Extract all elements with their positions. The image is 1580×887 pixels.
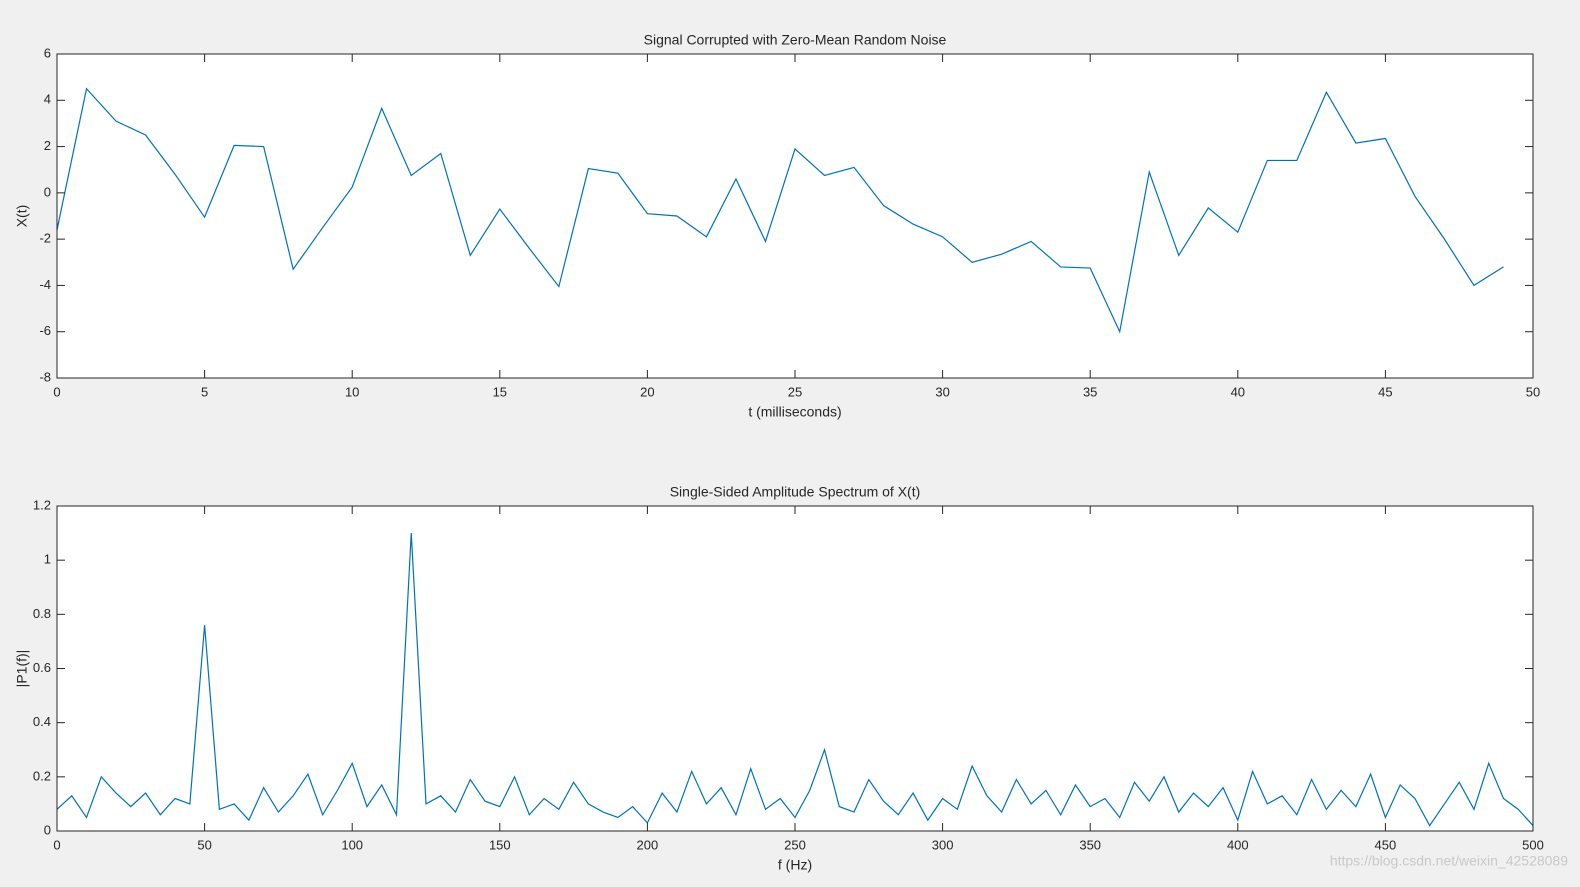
data-line bbox=[56, 87, 1504, 334]
plot-area bbox=[57, 506, 1533, 831]
y-tick-label: 0 bbox=[44, 184, 51, 199]
x-tick-label: 0 bbox=[53, 837, 60, 852]
x-tick-label: 500 bbox=[1522, 837, 1544, 852]
x-tick-label: 10 bbox=[345, 384, 359, 399]
x-tick-label: 400 bbox=[1227, 837, 1249, 852]
x-tick-label: 30 bbox=[935, 384, 949, 399]
y-tick-label: 2 bbox=[44, 138, 51, 153]
y-tick-label: 0.2 bbox=[33, 768, 51, 783]
y-tick-label: 0.8 bbox=[33, 606, 51, 621]
x-tick-label: 35 bbox=[1083, 384, 1097, 399]
x-tick-label: 25 bbox=[788, 384, 802, 399]
x-tick-label: 15 bbox=[493, 384, 507, 399]
y-tick-label: -4 bbox=[39, 277, 51, 292]
y-tick-label: 0 bbox=[44, 822, 51, 837]
chart-title: Signal Corrupted with Zero-Mean Random N… bbox=[644, 32, 947, 48]
x-axis-label: t (milliseconds) bbox=[748, 404, 841, 420]
y-tick-label: -6 bbox=[39, 323, 51, 338]
x-tick-label: 50 bbox=[197, 837, 211, 852]
x-tick-label: 350 bbox=[1079, 837, 1101, 852]
y-tick-label: 6 bbox=[44, 45, 51, 60]
x-tick-label: 200 bbox=[637, 837, 659, 852]
x-tick-label: 250 bbox=[784, 837, 806, 852]
y-tick-label: 1.2 bbox=[33, 497, 51, 512]
y-tick-label: -2 bbox=[39, 231, 51, 246]
y-axis-label: X(t) bbox=[14, 205, 30, 228]
plot-area bbox=[57, 54, 1533, 378]
x-tick-label: 20 bbox=[640, 384, 654, 399]
x-tick-label: 50 bbox=[1526, 384, 1540, 399]
x-tick-label: 5 bbox=[201, 384, 208, 399]
x-tick-label: 450 bbox=[1375, 837, 1397, 852]
y-tick-label: 1 bbox=[44, 552, 51, 567]
data-line bbox=[56, 533, 1534, 827]
y-tick-label: 4 bbox=[44, 92, 51, 107]
x-tick-label: 0 bbox=[53, 384, 60, 399]
x-axis-label: f (Hz) bbox=[778, 857, 812, 873]
x-tick-label: 100 bbox=[341, 837, 363, 852]
x-tick-label: 150 bbox=[489, 837, 511, 852]
y-tick-label: 0.6 bbox=[33, 660, 51, 675]
x-tick-label: 40 bbox=[1231, 384, 1245, 399]
y-axis-label: |P1(f)| bbox=[14, 650, 30, 688]
chart-title: Single-Sided Amplitude Spectrum of X(t) bbox=[670, 484, 921, 500]
x-tick-label: 45 bbox=[1378, 384, 1392, 399]
y-tick-label: 0.4 bbox=[33, 714, 51, 729]
watermark: https://blog.csdn.net/weixin_42528089 bbox=[1330, 853, 1568, 869]
y-tick-label: -8 bbox=[39, 369, 51, 384]
x-tick-label: 300 bbox=[932, 837, 954, 852]
